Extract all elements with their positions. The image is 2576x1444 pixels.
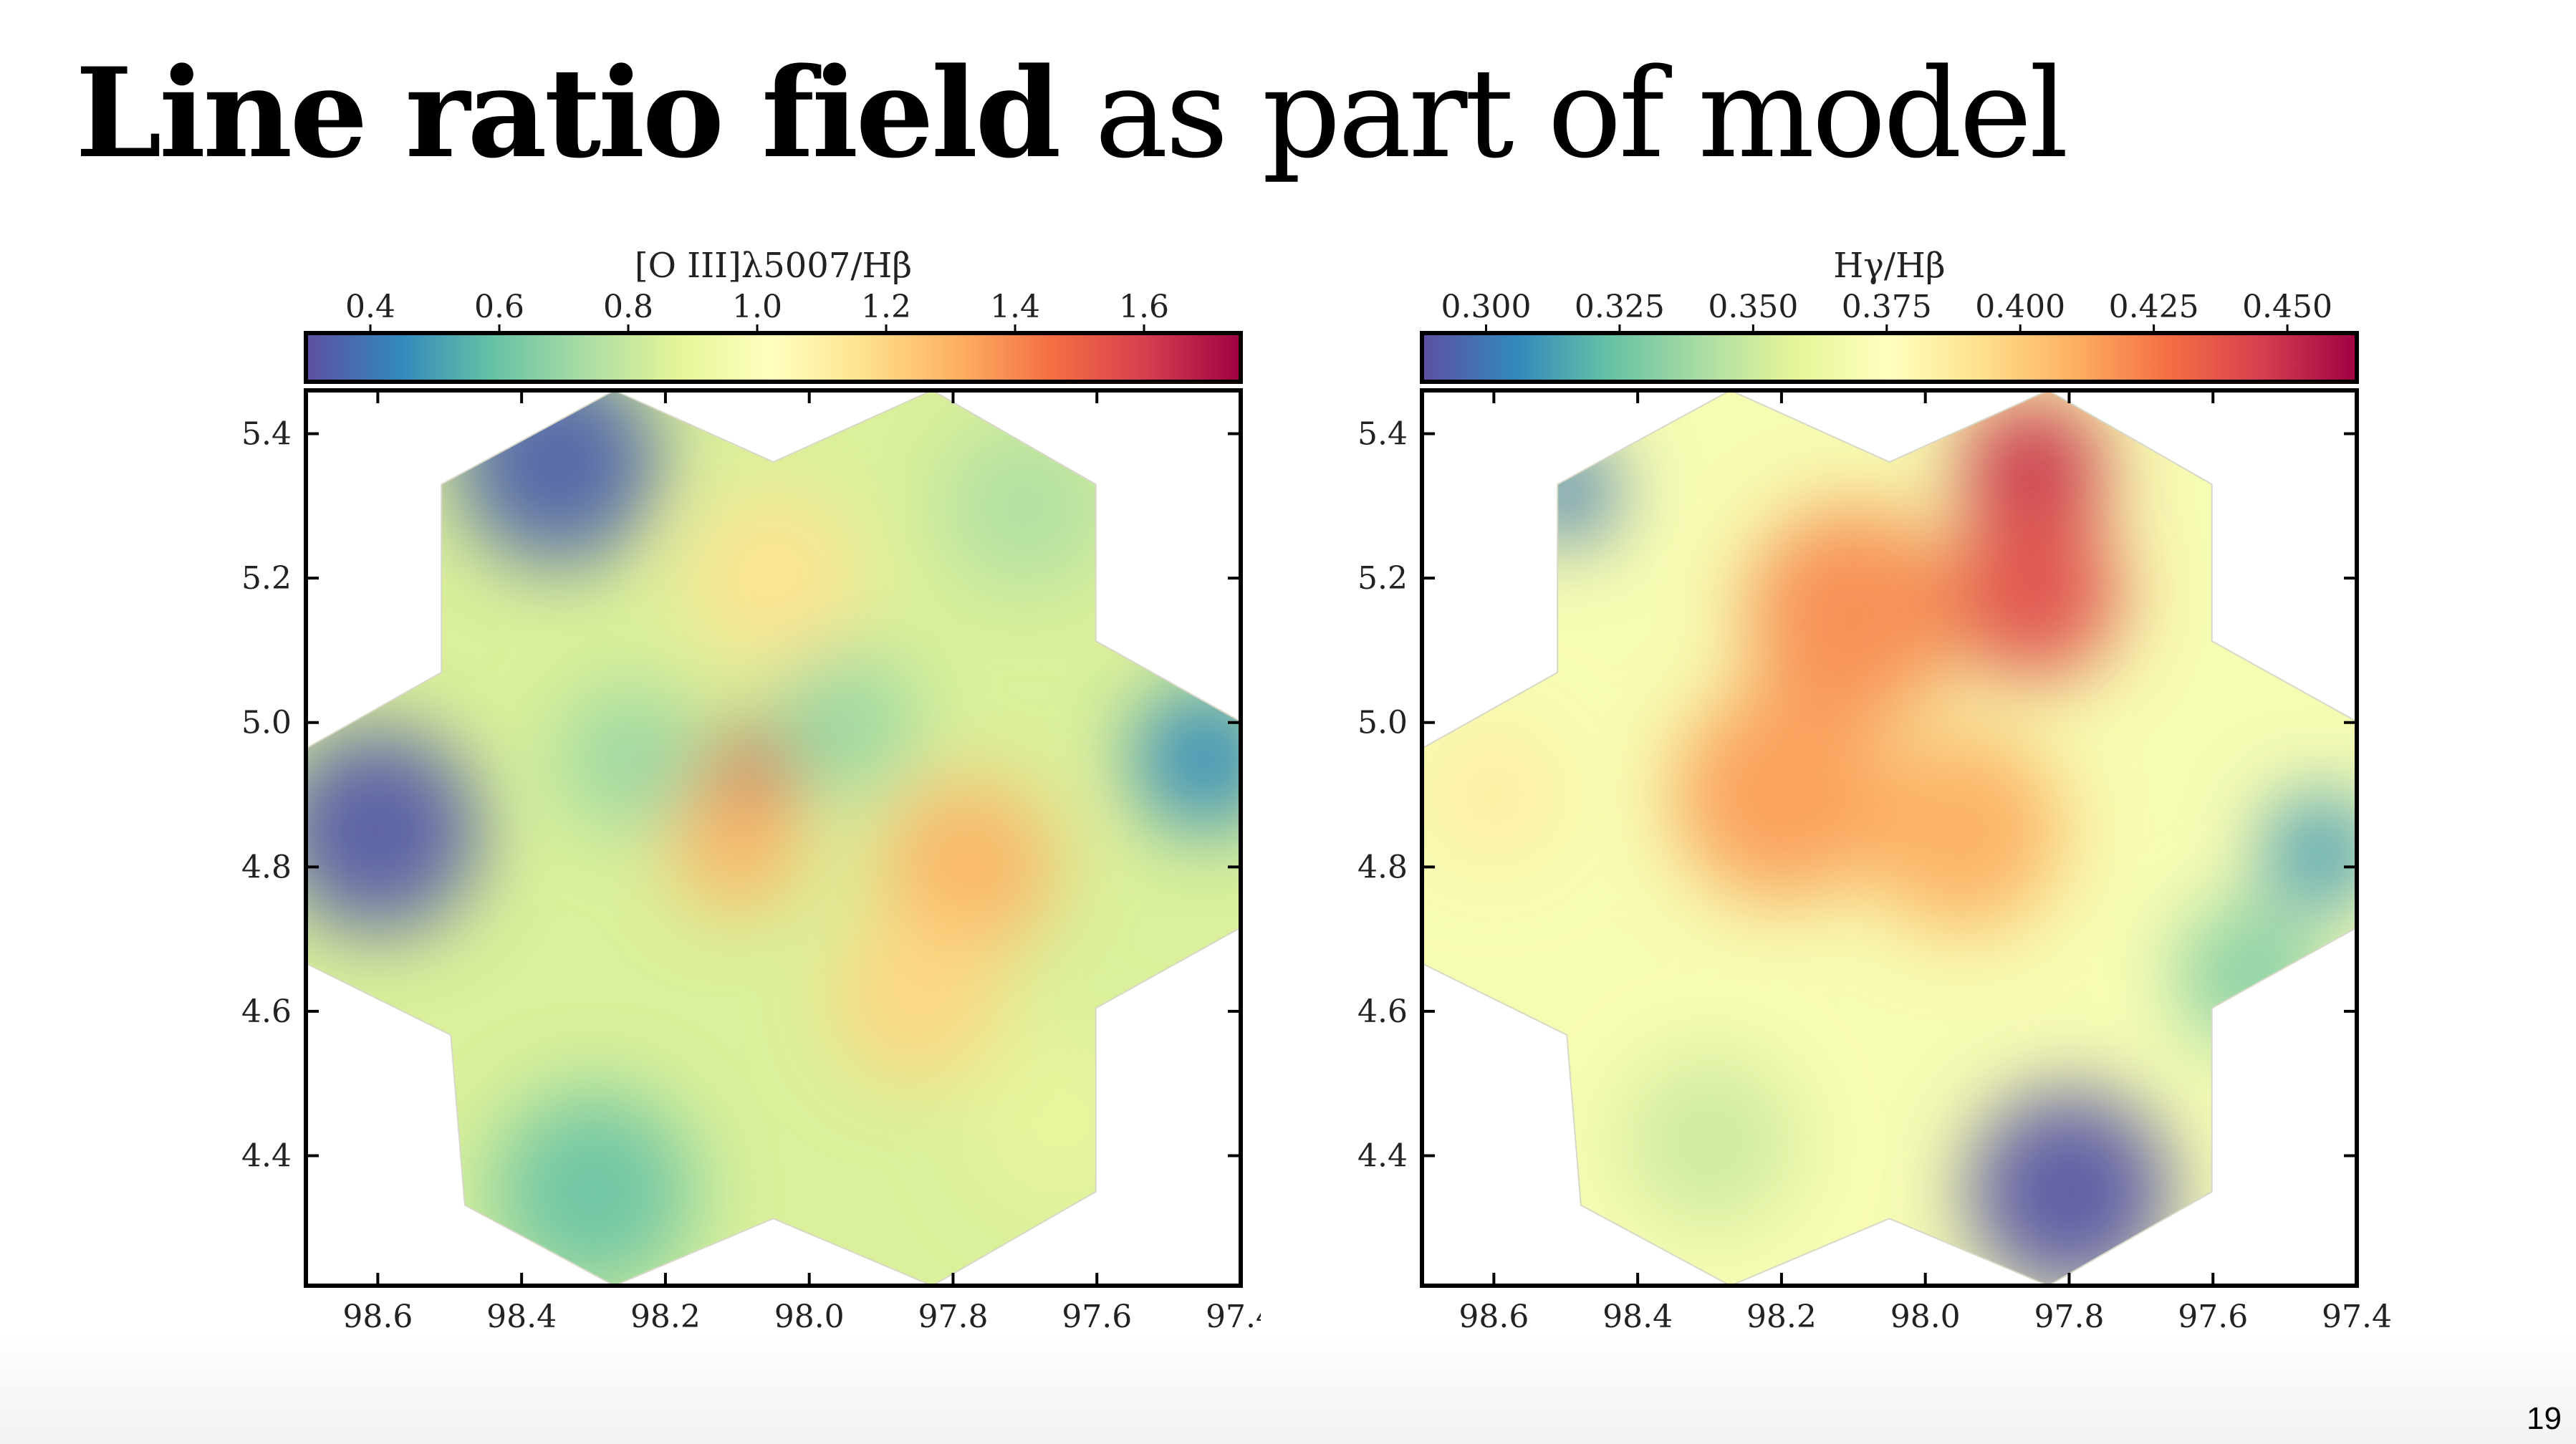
x-tick-label: 98.2 — [630, 1299, 701, 1335]
x-tick-label: 98.2 — [1746, 1299, 1817, 1335]
field-blob — [1968, 1090, 2170, 1286]
colorbar-tick-label: 0.400 — [1975, 289, 2065, 325]
field-blob — [1745, 506, 1961, 723]
x-tick-label: 97.4 — [2322, 1299, 2392, 1335]
field-blob — [1422, 722, 1566, 867]
y-tick-label: 4.8 — [241, 849, 292, 885]
y-tick-label: 5.4 — [1357, 415, 1408, 452]
colorbar-tick-label: 0.450 — [2242, 289, 2332, 325]
field-blobs — [1422, 398, 2357, 1286]
x-tick-label: 98.4 — [486, 1299, 557, 1335]
field-blob — [672, 780, 802, 910]
slide-title: Line ratio field as part of model — [75, 52, 2069, 175]
field-blobs — [306, 390, 1241, 1286]
field-blob — [1860, 729, 2062, 933]
colorbar-title: [O III]λ5007/Hβ — [635, 246, 912, 286]
y-tick-label: 4.8 — [1357, 849, 1408, 885]
colorbar-tick-label: 0.6 — [474, 289, 524, 325]
ratio-field — [1422, 390, 2357, 1286]
y-tick-label: 4.6 — [241, 993, 292, 1030]
y-tick-label: 5.2 — [1357, 560, 1408, 597]
field-blob — [1946, 506, 2120, 680]
field-blob — [1673, 686, 1890, 903]
field-blob — [773, 650, 918, 795]
field-blob — [306, 729, 479, 933]
colorbar-tick-label: 0.4 — [345, 289, 395, 325]
axes-frame — [1420, 388, 2359, 1288]
colorbar-tick-label: 0.8 — [603, 289, 653, 325]
field-blob — [687, 491, 860, 665]
field-blob — [1623, 1054, 1797, 1228]
colorbar-tick-label: 1.6 — [1119, 289, 1169, 325]
colorbar-tick-label: 0.325 — [1575, 289, 1665, 325]
field-blob — [1133, 686, 1241, 831]
x-tick-label: 98.6 — [342, 1299, 413, 1335]
x-tick-label: 98.6 — [1458, 1299, 1529, 1335]
field-blob — [2263, 794, 2357, 910]
slide-title-bold: Line ratio field — [75, 40, 1061, 186]
y-tick-label: 4.6 — [1357, 993, 1408, 1030]
colorbar-tick-label: 0.350 — [1708, 289, 1798, 325]
y-tick-label: 5.2 — [241, 560, 292, 597]
y-tick-label: 5.4 — [241, 415, 292, 452]
colorbar-title: Hγ/Hβ — [1833, 246, 1945, 286]
y-tick-label: 4.4 — [1357, 1138, 1408, 1175]
field-blob — [557, 686, 702, 831]
x-tick-label: 98.0 — [1890, 1299, 1961, 1335]
colorbar-tick-label: 1.2 — [861, 289, 911, 325]
x-tick-label: 97.8 — [2034, 1299, 2104, 1335]
x-tick-label: 98.0 — [774, 1299, 845, 1335]
colorbar-tick-label: 0.300 — [1441, 289, 1532, 325]
field-blob — [881, 780, 1054, 954]
x-tick-label: 97.6 — [1062, 1299, 1132, 1335]
oiii-hbeta-chart: 98.6 98.4 98.2 98.0 97.8 97.6 97.4 4.4 4.6 4.8 5.0… — [241, 246, 1261, 1335]
field-blob — [493, 1090, 695, 1286]
field-blob — [1961, 398, 2105, 542]
hgamma-hbeta-chart: 98.6 98.4 98.2 98.0 97.8 97.6 97.4 4.4 4.6 4.8 5.0… — [1357, 246, 2392, 1335]
slide-title-rest: as part of model — [1095, 42, 2069, 186]
ratio-field — [306, 390, 1241, 1286]
field-blob — [1515, 441, 1617, 542]
colorbar-tick-label: 1.4 — [990, 289, 1040, 325]
y-tick-label: 5.0 — [1357, 705, 1408, 741]
colorbar-tick-label: 0.425 — [2109, 289, 2199, 325]
field-blob — [2177, 902, 2321, 1048]
colorbar — [304, 331, 1243, 384]
x-tick-label: 97.8 — [918, 1299, 988, 1335]
field-blob — [830, 910, 1004, 1084]
y-tick-label: 4.4 — [241, 1138, 292, 1175]
colorbar-tick-label: 0.375 — [1842, 289, 1932, 325]
x-tick-label: 97.4 — [1206, 1299, 1261, 1335]
bottom-fade — [0, 1337, 2576, 1444]
colorbar — [1420, 331, 2359, 384]
y-tick-label: 5.0 — [241, 705, 292, 741]
page-number: 19 — [2527, 1401, 2562, 1436]
x-tick-label: 98.4 — [1602, 1299, 1673, 1335]
axes-frame — [304, 388, 1243, 1288]
x-tick-label: 97.6 — [2178, 1299, 2248, 1335]
colorbar-tick-label: 1.0 — [732, 289, 782, 325]
